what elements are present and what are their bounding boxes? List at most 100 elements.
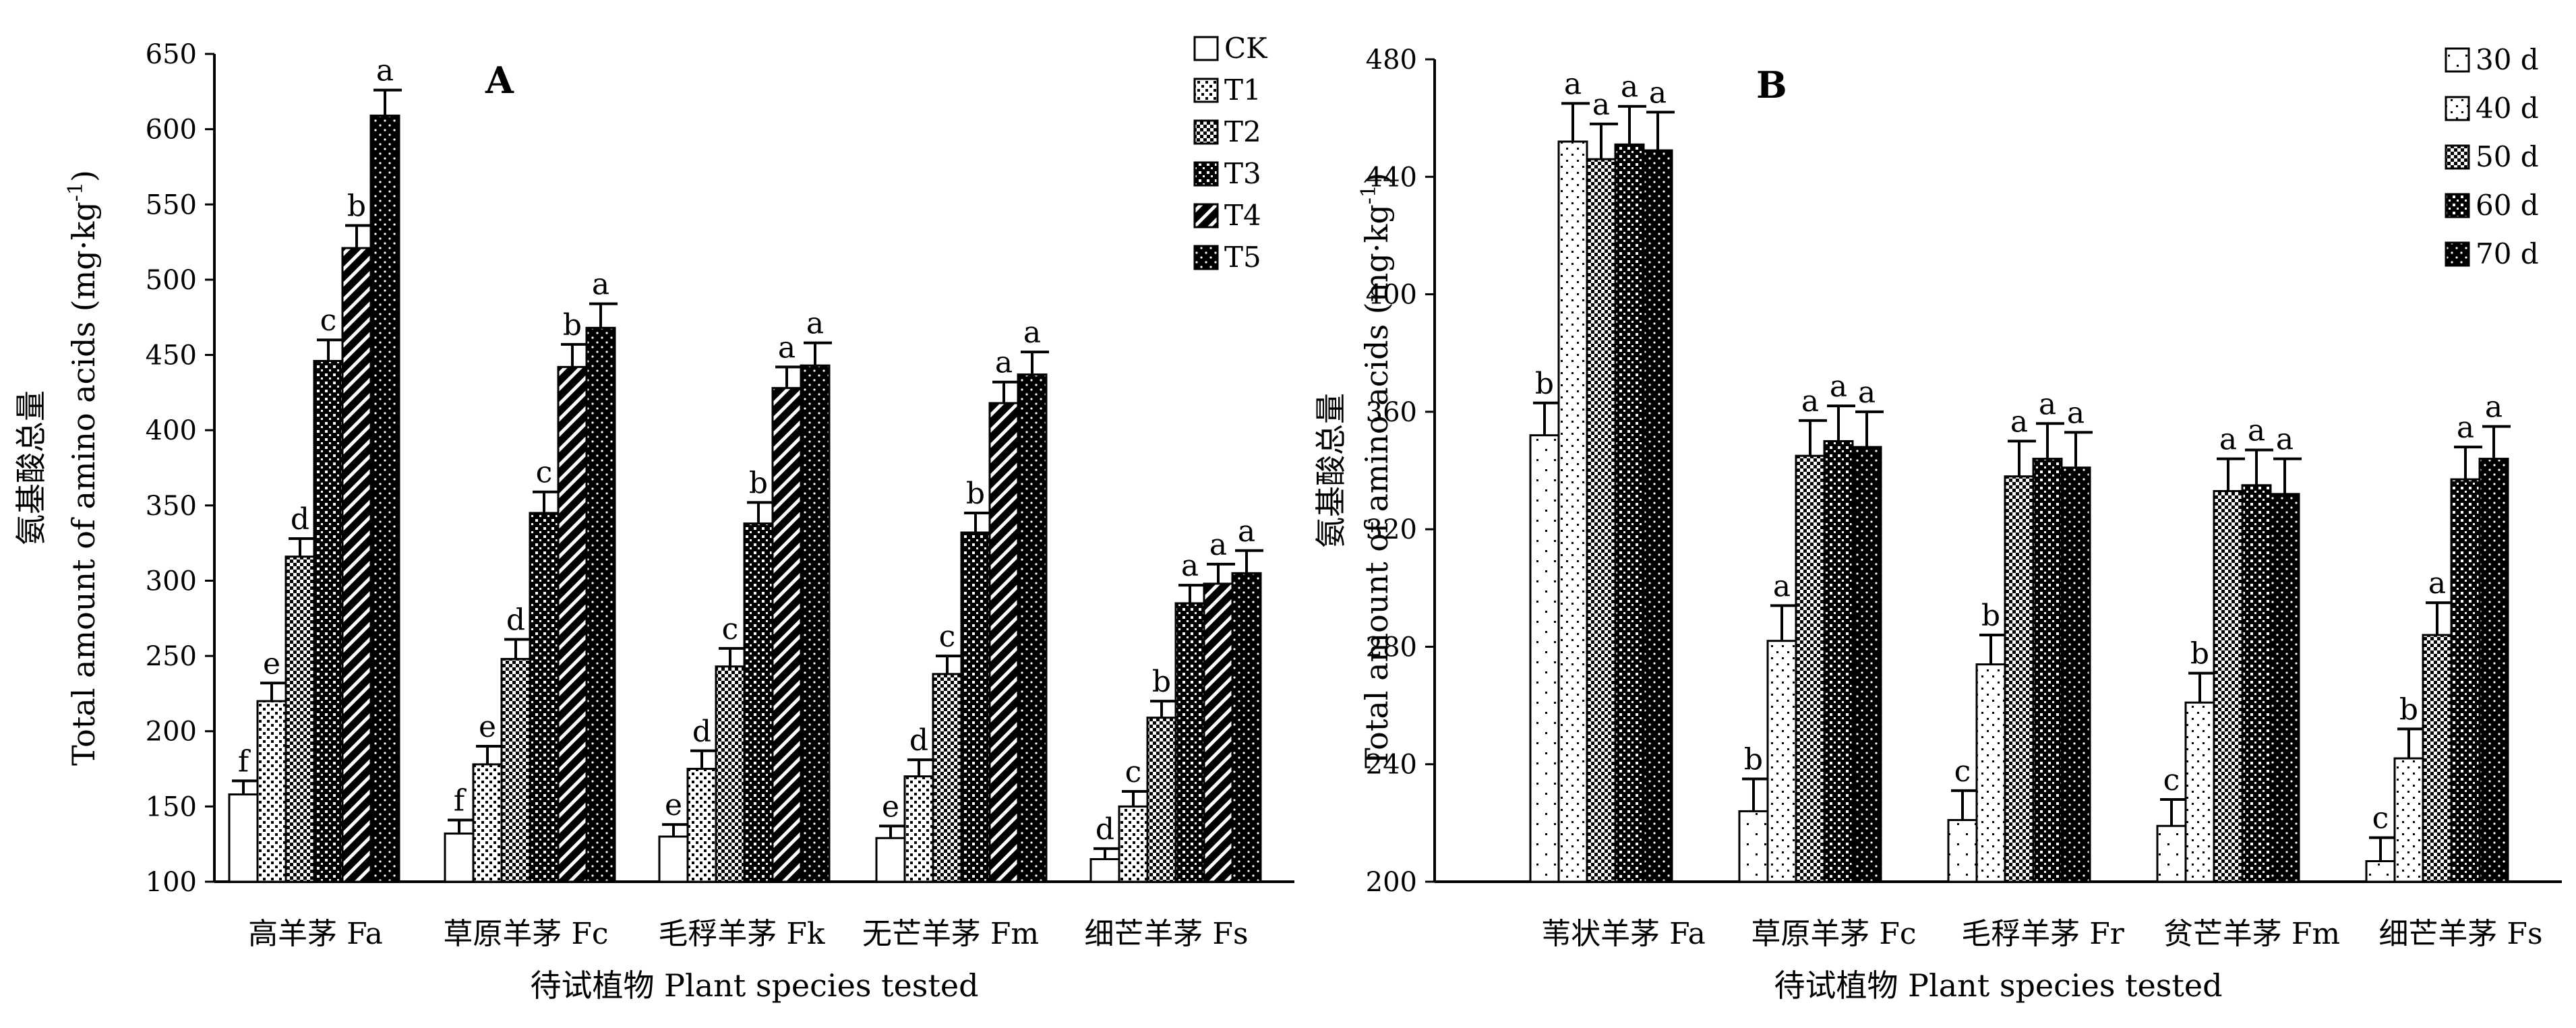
category-label: 草原羊茅 Fc [443, 917, 608, 951]
significance-label: b [1152, 665, 1171, 699]
bar [1947, 819, 1978, 883]
y-axis-title-en: Total amount of amino acids (mg·kg-1) [1357, 173, 1395, 768]
bar [715, 665, 746, 883]
bar [658, 835, 689, 883]
significance-label: a [1801, 384, 1819, 419]
legend-swatch [2445, 241, 2470, 267]
bar [2156, 824, 2187, 883]
legend-swatch [1193, 203, 1219, 229]
significance-label: d [291, 502, 309, 537]
bar [228, 793, 259, 883]
legend-label: 30 d [2476, 43, 2539, 76]
significance-label: c [2372, 802, 2389, 836]
bar [1766, 640, 1797, 883]
bar [500, 658, 531, 883]
significance-label: a [778, 330, 796, 365]
y-tick-label: 400 [146, 415, 197, 446]
significance-label: a [1592, 88, 1610, 122]
y-tick-label: 200 [1366, 867, 1417, 898]
bar [2213, 490, 2244, 883]
significance-label: a [2219, 423, 2237, 457]
significance-label: d [692, 715, 711, 749]
bar [1174, 602, 1205, 883]
category-label: 贫芒羊茅 Fm [2163, 917, 2340, 951]
significance-label: a [2485, 390, 2503, 425]
bar [313, 359, 344, 883]
significance-label: f [238, 744, 251, 779]
y-tick-label: 150 [146, 791, 197, 822]
x-axis-title: 待试植物 Plant species tested [530, 967, 978, 1004]
significance-label: e [263, 646, 280, 681]
significance-label: a [376, 54, 394, 88]
bar [1231, 572, 1262, 883]
bar [1017, 373, 1048, 883]
significance-label: b [1535, 367, 1554, 401]
legend-label: T4 [1224, 199, 1261, 232]
y-tick-label: 300 [146, 566, 197, 597]
significance-label: a [1238, 514, 1255, 549]
significance-label: a [1773, 569, 1791, 603]
bar [1118, 805, 1149, 883]
significance-label: b [347, 189, 366, 224]
y-tick-label: 240 [1366, 750, 1417, 781]
bar [932, 673, 963, 883]
category-label: 苇状羊茅 Fa [1541, 917, 1706, 951]
significance-label: a [1209, 528, 1227, 562]
category-label: 高羊茅 Fa [248, 917, 383, 951]
bar [1146, 717, 1177, 883]
x-axis-title: 待试植物 Plant species tested [1774, 967, 2222, 1004]
panel-label: A [485, 59, 514, 102]
y-tick-label: 440 [1366, 162, 1417, 193]
bar [1851, 446, 1882, 883]
significance-label: b [1744, 743, 1763, 777]
significance-label: c [939, 619, 956, 654]
y-tick-label: 280 [1366, 632, 1417, 663]
significance-label: b [749, 466, 768, 500]
category-label: 细芒羊茅 Fs [2378, 917, 2542, 951]
significance-label: c [1954, 754, 1971, 789]
legend-swatch [2445, 96, 2470, 121]
bar [557, 365, 588, 883]
significance-label: a [1858, 375, 1876, 410]
bar [1795, 454, 1826, 883]
significance-label: c [1125, 755, 1142, 789]
bar [529, 512, 560, 883]
significance-label: c [320, 303, 337, 338]
legend-label: T5 [1224, 241, 1261, 274]
bar [341, 247, 372, 883]
legend: CK T1 T2 T3 T4 T5 [1193, 32, 1268, 274]
y-tick-label: 360 [1366, 397, 1417, 428]
bar [444, 833, 475, 883]
significance-label: a [1564, 67, 1582, 101]
legend-label: 70 d [2476, 237, 2539, 270]
significance-label: a [1649, 75, 1667, 110]
bar [1089, 858, 1120, 883]
bar [800, 364, 831, 883]
significance-label: a [2248, 414, 2265, 448]
bar [256, 700, 287, 883]
y-tick-label: 320 [1366, 514, 1417, 545]
legend-label: T3 [1224, 157, 1261, 190]
category-label: 细芒羊茅 Fs [1084, 917, 1248, 951]
bar [903, 775, 934, 883]
bar [2032, 458, 2063, 883]
bar [2393, 757, 2424, 883]
legend-label: CK [1224, 32, 1268, 65]
y-axis-title-zh: 氨基酸总量 [1313, 393, 1349, 548]
significance-label: a [806, 307, 824, 341]
bar [1975, 663, 2006, 883]
significance-label: a [2010, 404, 2028, 439]
y-axis-title-zh: 氨基酸总量 [13, 390, 49, 545]
y-tick-label: 450 [146, 340, 197, 371]
bar [2241, 484, 2272, 883]
significance-label: e [665, 788, 682, 822]
legend-swatch [1193, 161, 1219, 187]
bar [960, 531, 991, 883]
significance-label: b [2399, 692, 2418, 727]
bar [875, 837, 906, 883]
significance-label: b [966, 477, 985, 511]
panel-a: 100150200250300350400450500550600650fedc… [13, 32, 1294, 1004]
panel-label: B [1756, 63, 1787, 107]
significance-label: a [2039, 387, 2056, 421]
